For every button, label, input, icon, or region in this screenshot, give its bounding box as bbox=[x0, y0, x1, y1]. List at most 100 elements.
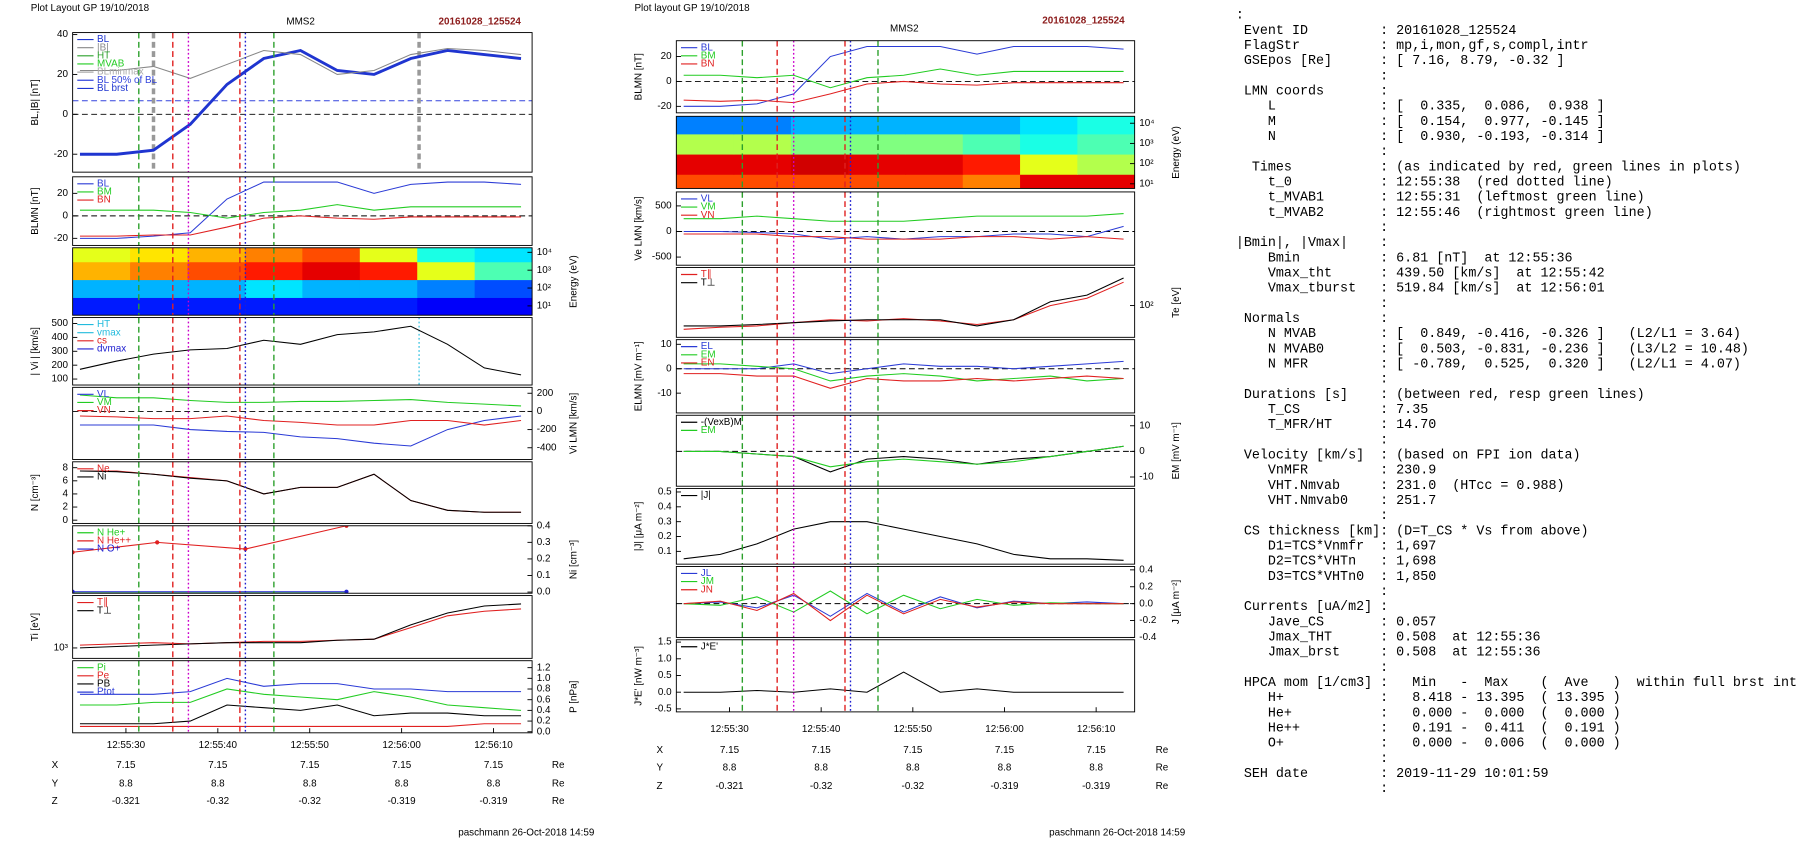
panel bbox=[676, 191, 1135, 266]
position-value: 8.8 bbox=[906, 762, 920, 773]
series-line bbox=[683, 281, 1124, 330]
spectrogram-cell bbox=[1077, 116, 1135, 135]
summary-line: Jmax_THT : 0.508 at 12:55:36 bbox=[1236, 631, 1541, 646]
position-value: -0.319 bbox=[1082, 781, 1111, 792]
plot-note: Plot layout GP 19/10/2018 bbox=[634, 3, 750, 14]
series-line bbox=[683, 68, 1124, 89]
legend-label: BL 50% of BL bbox=[97, 75, 158, 86]
position-value: 7.15 bbox=[300, 760, 320, 771]
position-label: X bbox=[52, 760, 59, 771]
legend-label: BM bbox=[701, 50, 716, 61]
spectrogram-cell bbox=[676, 153, 735, 175]
spectrogram-cell bbox=[474, 297, 533, 316]
y-tick-label: 0.5 bbox=[658, 487, 672, 498]
x-tick-label: 12:55:30 bbox=[710, 724, 749, 735]
summary-line: Vmax_tht : 439.50 [km/s] at 12:55:42 bbox=[1236, 267, 1605, 282]
spectrogram-cell bbox=[1077, 174, 1135, 189]
chart-title: MMS2 bbox=[286, 17, 315, 28]
series-line bbox=[683, 363, 1124, 382]
panel-frame bbox=[72, 176, 533, 246]
summary-line: : bbox=[1236, 661, 1388, 676]
series-line bbox=[79, 48, 522, 156]
legend-label: BL bbox=[701, 42, 714, 53]
summary-line: : bbox=[1236, 782, 1388, 797]
y-tick-label: 0 bbox=[537, 406, 543, 417]
panel bbox=[79, 595, 522, 659]
series-line bbox=[683, 521, 1124, 561]
legend-label: EL bbox=[701, 341, 714, 352]
spectrogram-cell bbox=[72, 279, 131, 298]
y-tick-label: 200 bbox=[51, 360, 68, 371]
summary-line: N MFR : [ -0.789, 0.525, 0.320 ] (L2/L1 … bbox=[1236, 358, 1741, 373]
legend-label: PB bbox=[97, 679, 111, 690]
spectrogram-cell bbox=[417, 279, 476, 298]
series-line bbox=[683, 80, 1124, 104]
footer: paschmann 26-Oct-2018 14:59 bbox=[458, 827, 595, 838]
summary-line: He+ : 0.000 - 0.000 ( 0.000 ) bbox=[1236, 706, 1621, 721]
footer: paschmann 26-Oct-2018 14:59 bbox=[1049, 827, 1186, 838]
position-unit: Re bbox=[552, 779, 565, 790]
y-axis-label: BLMN [nT] bbox=[30, 187, 41, 234]
spectrogram-cell bbox=[130, 247, 189, 263]
spectrogram-cell bbox=[187, 261, 246, 281]
legend-label: N He+ bbox=[97, 527, 125, 538]
summary-line: FlagStr : mp,i,mon,gf,s,compl,intr bbox=[1236, 39, 1589, 54]
legend-label: VL bbox=[701, 194, 714, 205]
y-tick-label: 0.5 bbox=[658, 670, 672, 681]
panel bbox=[676, 415, 1135, 487]
y-tick-label: 0 bbox=[62, 515, 68, 526]
spectrogram-cell bbox=[1077, 153, 1135, 175]
legend-label: T∥ bbox=[701, 269, 712, 280]
legend-label: N O+ bbox=[97, 544, 121, 555]
y-tick-label: 1.0 bbox=[658, 653, 672, 664]
summary-line: GSEpos [Re] : [ 7.16, 8.79, -0.32 ] bbox=[1236, 54, 1565, 69]
summary-line: Currents [uA/m2] : bbox=[1236, 600, 1388, 615]
legend-label: VL bbox=[97, 389, 110, 400]
spectrogram-cell bbox=[130, 297, 189, 316]
y-tick-label: -10 bbox=[657, 388, 672, 399]
legend-label: Pi bbox=[97, 662, 106, 673]
panel-frame bbox=[675, 40, 1136, 114]
series-line bbox=[79, 415, 522, 426]
position-label: Y bbox=[657, 762, 664, 773]
y-axis-label: Energy (eV) bbox=[569, 255, 580, 308]
spectrogram-cell bbox=[302, 297, 361, 316]
y-axis-label: |J| [μA m⁻²] bbox=[634, 501, 645, 551]
legend-label: Ne bbox=[97, 463, 110, 474]
spectrogram-cell bbox=[302, 279, 361, 298]
summary-line: t_MVAB2 : 12:55:46 (rightmost green line… bbox=[1236, 206, 1653, 221]
y-tick-label: 8 bbox=[62, 462, 68, 473]
legend-label: JN bbox=[701, 584, 713, 595]
y-tick-label: -0.4 bbox=[1139, 632, 1157, 643]
summary-line: : bbox=[1236, 509, 1388, 524]
y-tick-label: -20 bbox=[54, 233, 69, 244]
y-tick-label: 0.2 bbox=[658, 531, 672, 542]
spectrogram-cell bbox=[676, 133, 735, 155]
legend-label: |J| bbox=[701, 490, 711, 501]
legend-label: EM bbox=[701, 425, 716, 436]
y-tick-label: 1.2 bbox=[537, 662, 551, 673]
summary-line: Bmin : 6.81 [nT] at 12:55:36 bbox=[1236, 251, 1573, 266]
spectrogram-cell bbox=[359, 261, 418, 281]
summary-line: H+ : 8.418 - 13.395 ( 13.395 ) bbox=[1236, 691, 1621, 706]
series-line bbox=[79, 204, 522, 219]
summary-line: t_0 : 12:55:38 (red dotted line) bbox=[1236, 176, 1613, 191]
spectrogram-cell bbox=[130, 261, 189, 281]
summary-line: VnMFR : 230.9 bbox=[1236, 464, 1436, 479]
y-tick-label: 10² bbox=[537, 283, 552, 294]
event-id: 20161028_125524 bbox=[1042, 16, 1125, 27]
x-tick-label: 12:55:30 bbox=[107, 740, 146, 751]
panel-frame bbox=[72, 386, 533, 460]
legend-label: Pe bbox=[97, 670, 110, 681]
summary-line: L : [ 0.335, 0.086, 0.938 ] bbox=[1236, 100, 1605, 115]
position-value: 8.8 bbox=[119, 779, 133, 790]
y-tick-label: 0.2 bbox=[537, 716, 551, 727]
panel-frame bbox=[72, 461, 533, 524]
x-tick-label: 12:56:00 bbox=[985, 724, 1024, 735]
spectrogram-cell bbox=[302, 261, 361, 281]
position-value: 8.8 bbox=[303, 779, 317, 790]
series-line bbox=[683, 445, 1124, 468]
spectrogram-cell bbox=[1020, 174, 1078, 189]
y-tick-label: -200 bbox=[537, 424, 557, 435]
